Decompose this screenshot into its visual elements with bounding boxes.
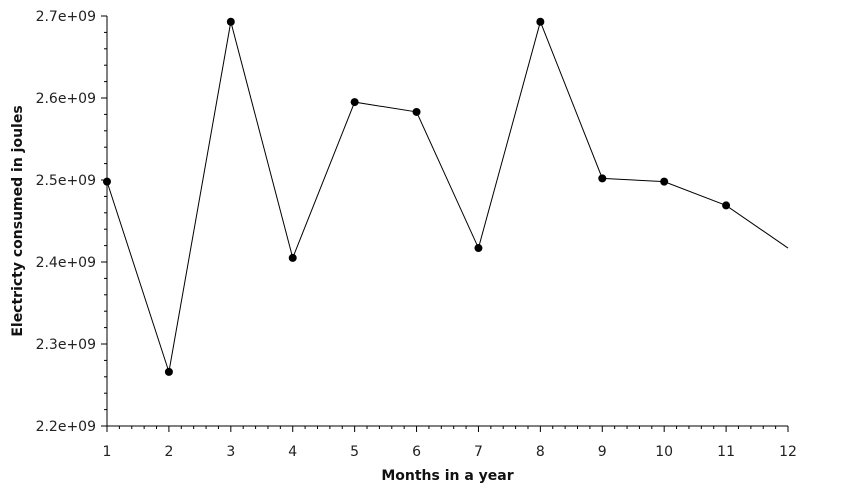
data-point: [164, 367, 173, 376]
x-tick-label: 5: [350, 444, 359, 460]
y-tick-label: 2.6e+09: [36, 91, 96, 107]
x-axis-ticks: 1 2 3 4 5 6 7 8 9 10 11 12: [103, 426, 797, 460]
data-point: [350, 98, 359, 107]
x-tick-label: 2: [164, 444, 173, 460]
x-tick-label: 9: [598, 444, 607, 460]
data-point: [722, 201, 731, 210]
data-point: [474, 244, 483, 253]
x-tick-label: 1: [103, 444, 112, 460]
y-tick-label: 2.3e+09: [36, 337, 96, 353]
y-tick-label: 2.5e+09: [36, 173, 96, 189]
x-tick-label: 11: [717, 444, 735, 460]
y-tick-label: 2.7e+09: [36, 9, 96, 25]
y-tick-label: 2.4e+09: [36, 255, 96, 271]
y-tick-label: 2.2e+09: [36, 419, 96, 435]
x-tick-label: 12: [779, 444, 797, 460]
x-tick-label: 3: [226, 444, 235, 460]
data-point: [598, 174, 607, 183]
x-axis-label: Months in a year: [381, 468, 513, 484]
x-tick-label: 10: [655, 444, 673, 460]
x-tick-label: 8: [536, 444, 545, 460]
series-line: [106, 20, 789, 373]
data-point: [288, 253, 297, 262]
data-point: [103, 177, 111, 186]
data-point: [660, 177, 669, 186]
data-point: [536, 17, 545, 26]
y-axis-ticks: 2.2e+09 2.3e+09 2.4e+09 2.5e+09 2.6e+09 2.7e+…: [36, 9, 107, 435]
plot-area: [103, 17, 789, 376]
y-axis-label: Electricty consumed in joules: [10, 105, 26, 336]
x-tick-label: 7: [474, 444, 483, 460]
x-tick-label: 4: [288, 444, 297, 460]
x-tick-label: 6: [412, 444, 421, 460]
data-point: [412, 107, 421, 116]
data-point: [226, 17, 235, 26]
